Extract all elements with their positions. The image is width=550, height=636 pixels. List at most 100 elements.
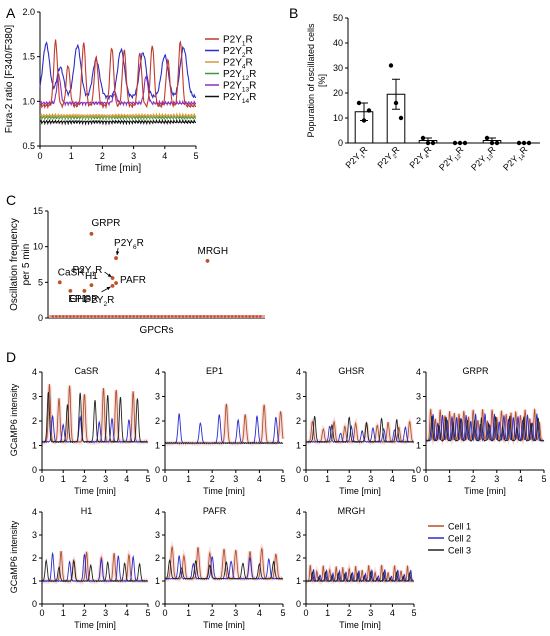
c-zero-point [209, 315, 213, 318]
d-x-tick-label: 0 [423, 474, 428, 484]
b-data-point [356, 100, 362, 106]
d-x-tick-label: 3 [368, 474, 373, 484]
d-x-tick-label: 3 [103, 474, 108, 484]
d-x-axis-label: Time [min] [464, 486, 506, 496]
c-data-point [89, 283, 94, 288]
b-y-tick-label: 20 [333, 88, 343, 98]
d-y-tick-label: 2 [155, 553, 160, 563]
b-x-tick-label: P2Y4R [407, 144, 435, 172]
c-y-tick-label: 5 [38, 277, 43, 287]
c-arrow-head [115, 251, 120, 256]
d-x-tick-label: 2 [210, 608, 215, 618]
a-x-tick-label: 5 [193, 151, 198, 161]
c-zero-point [181, 315, 185, 318]
c-zero-point [135, 315, 139, 318]
c-zero-point [171, 315, 174, 318]
a-series-line [39, 39, 196, 110]
c-zero-point [153, 315, 157, 318]
d-x-tick-label: 4 [124, 608, 129, 618]
d-y-tick-label: 2 [32, 553, 37, 563]
c-zero-point [202, 315, 206, 318]
c-zero-point [111, 315, 114, 318]
c-y-tick-label: 15 [33, 206, 43, 216]
c-zero-point [54, 315, 58, 318]
a-legend-label: P2Y14R [223, 92, 256, 105]
c-zero-point [90, 315, 93, 318]
d-y-tick-label: 2 [296, 553, 301, 563]
b-data-point [452, 140, 458, 146]
c-point-label: PAFR [120, 275, 146, 286]
d-x-tick-label: 5 [280, 608, 285, 618]
d-y-axis-label: GCaMP6 intensity [9, 383, 19, 456]
d-x-tick-label: 5 [541, 474, 546, 484]
d-x-tick-label: 0 [162, 608, 167, 618]
c-arrow-head [107, 273, 112, 278]
d-x-tick-label: 3 [494, 474, 499, 484]
d-y-tick-label: 0 [155, 599, 160, 609]
d-y-tick-label: 4 [155, 507, 160, 517]
d-x-tick-label: 5 [145, 608, 150, 618]
d-y-tick-label: 2 [155, 416, 160, 426]
c-zero-point [69, 315, 72, 318]
c-data-point [114, 256, 118, 260]
b-data-point [484, 135, 490, 141]
d-x-axis-label: Time [min] [339, 486, 381, 496]
d-y-tick-label: 0 [32, 599, 37, 609]
d-x-tick-label: 2 [471, 474, 476, 484]
c-zero-point [83, 315, 86, 318]
c-zero-point [97, 315, 100, 318]
d-y-tick-label: 2 [32, 416, 37, 426]
d-x-tick-label: 4 [390, 474, 395, 484]
c-zero-point [107, 315, 111, 318]
c-zero-point [258, 315, 262, 318]
d-y-tick-label: 3 [155, 392, 160, 402]
a-legend-label: P2Y13R [223, 81, 256, 94]
c-zero-point [149, 315, 153, 318]
c-zero-point [160, 315, 164, 318]
b-data-point [420, 135, 426, 141]
c-y-tick-label: 0 [38, 313, 43, 323]
d-x-tick-label: 1 [325, 608, 330, 618]
d-y-tick-label: 1 [296, 441, 301, 451]
d-x-axis-label: Time [min] [74, 486, 116, 496]
d-y-tick-label: 2 [296, 416, 301, 426]
d-y-tick-label: 4 [32, 507, 37, 517]
c-data-point [114, 281, 118, 285]
d-y-axis-label: GCaMP6 intensity [9, 520, 19, 593]
d-y-tick-label: 0 [296, 599, 301, 609]
c-zero-point [51, 315, 55, 318]
d-x-tick-label: 5 [145, 474, 150, 484]
c-zero-point [192, 315, 195, 318]
a-legend-label: P2Y2R [223, 46, 253, 59]
d-y-tick-label: 4 [32, 367, 37, 377]
c-zero-point [156, 315, 160, 318]
a-legend-label: P2Y1R [223, 35, 253, 48]
d-subplot-title: GRPR [463, 366, 490, 376]
d-y-tick-label: 3 [32, 392, 37, 402]
c-zero-point [188, 315, 192, 318]
a-x-axis-label: Time [min] [95, 163, 142, 174]
b-data-point [457, 140, 463, 146]
d-y-tick-label: 0 [155, 465, 160, 475]
d-cell-trace [164, 559, 284, 580]
b-data-point [361, 118, 367, 123]
c-zero-point [72, 315, 76, 318]
c-zero-point [163, 315, 167, 318]
c-zero-point [199, 315, 202, 318]
c-zero-point [62, 315, 65, 318]
d-x-tick-label: 0 [303, 474, 308, 484]
d-x-tick-label: 1 [325, 474, 330, 484]
c-zero-point [142, 315, 146, 318]
a-series-line [39, 73, 197, 107]
d-x-axis-label: Time [min] [74, 620, 116, 630]
d-y-tick-label: 3 [416, 392, 421, 402]
c-zero-point [230, 315, 234, 318]
a-x-tick-label: 0 [37, 151, 42, 161]
b-y-tick-label: 30 [333, 63, 343, 73]
d-subplot-title: CaSR [75, 366, 100, 376]
d-x-axis-label: Time [min] [203, 620, 245, 630]
b-data-point [393, 100, 399, 106]
d-x-tick-label: 1 [61, 474, 66, 484]
c-zero-point [206, 315, 209, 318]
b-y-tick-label: 50 [333, 13, 343, 23]
